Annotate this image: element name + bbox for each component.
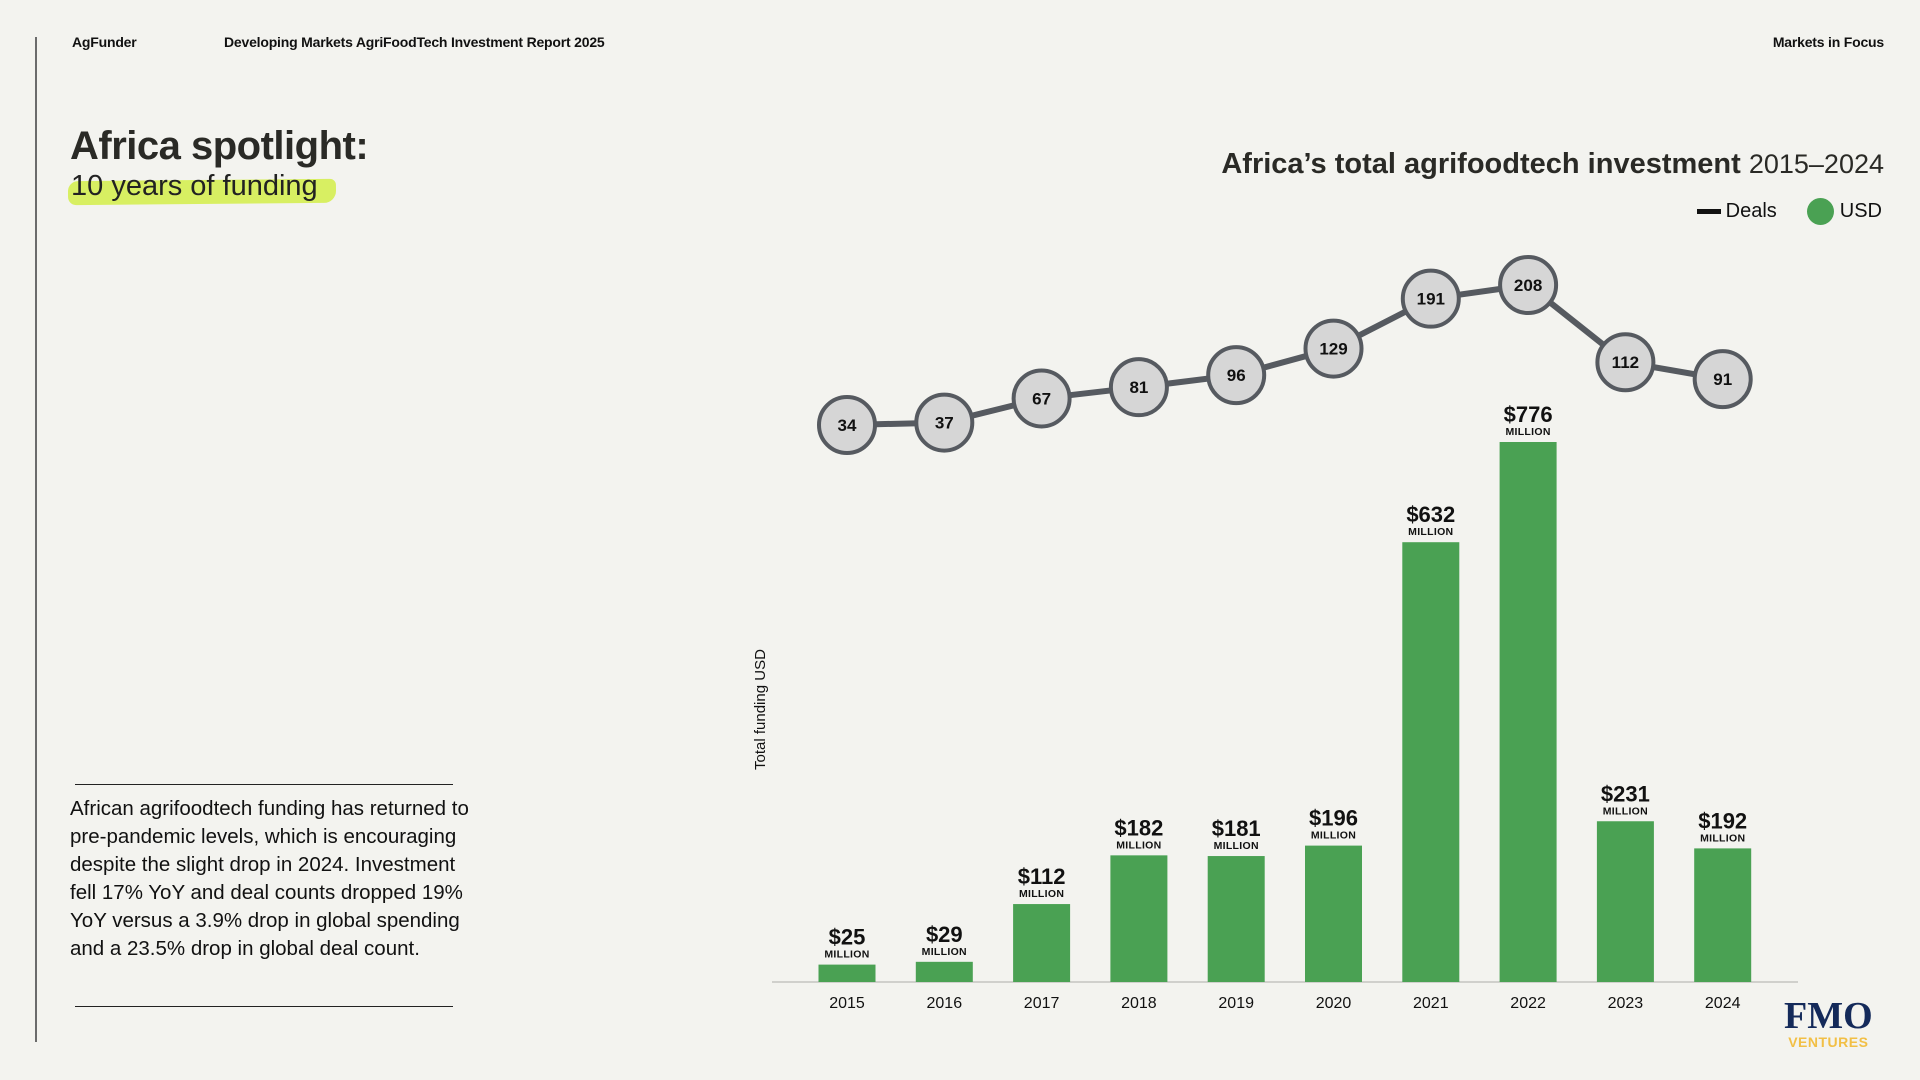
logo-fmo: FMO	[1784, 995, 1873, 1037]
deal-value-label-2019: 96	[1227, 366, 1246, 385]
x-tick-label-2021: 2021	[1413, 995, 1449, 1012]
x-tick-label-2017: 2017	[1024, 995, 1060, 1012]
x-tick-label-2020: 2020	[1316, 995, 1352, 1012]
deal-marker-2020	[1303, 318, 1364, 379]
page-subtitle: 10 years of funding	[71, 170, 318, 202]
bar-2020	[1305, 845, 1362, 982]
bar-2021	[1402, 542, 1460, 982]
bar-value-label-2019: $181	[1212, 816, 1261, 841]
bar-unit-label-2015: MILLION	[824, 949, 869, 961]
bar-value-label-2022: $776	[1504, 402, 1553, 427]
bar-2017	[1013, 904, 1071, 982]
chart-title-main: Africa’s total agrifoodtech investment	[1221, 148, 1741, 180]
deal-value-label-2024: 91	[1713, 370, 1732, 389]
x-tick-label-2023: 2023	[1608, 995, 1644, 1012]
bar-value-label-2017: $112	[1018, 864, 1066, 889]
bar-unit-label-2017: MILLION	[1019, 888, 1064, 900]
chart-legend: Deals USD	[1667, 198, 1882, 225]
x-tick-label-2019: 2019	[1218, 995, 1254, 1012]
deal-value-label-2017: 67	[1032, 389, 1051, 408]
chart-title-years: 2015–2024	[1748, 149, 1884, 179]
section-label: Markets in Focus	[1772, 34, 1884, 50]
x-tick-label-2022: 2022	[1510, 995, 1546, 1012]
x-tick-label-2018: 2018	[1121, 995, 1157, 1012]
bar-value-label-2016: $29	[926, 922, 963, 947]
legend-dot-swatch	[1806, 198, 1834, 225]
body-top-rule	[75, 784, 453, 785]
deal-value-label-2021: 191	[1417, 290, 1445, 309]
bar-2016	[915, 961, 973, 982]
bar-unit-label-2022: MILLION	[1505, 426, 1550, 438]
page-title: Africa spotlight:	[70, 124, 369, 168]
bar-unit-label-2021: MILLION	[1408, 526, 1453, 538]
logo-ventures: VENTURES	[1788, 1034, 1869, 1050]
bar-unit-label-2020: MILLION	[1311, 830, 1356, 842]
deal-value-label-2023: 112	[1612, 353, 1639, 372]
subtitle-block: 10 years of funding	[67, 170, 337, 206]
deal-value-label-2015: 34	[838, 416, 857, 435]
bar-2024	[1694, 848, 1752, 982]
deal-marker-2021	[1400, 268, 1461, 329]
legend-item-usd: USD	[1806, 198, 1882, 225]
deal-marker-2023	[1595, 332, 1656, 393]
legend-item-deals: Deals	[1696, 200, 1777, 223]
deal-value-label-2016: 37	[935, 414, 954, 433]
body-text: African agrifoodtech funding has returne…	[70, 797, 469, 960]
legend-line-swatch	[1696, 209, 1721, 214]
deal-marker-2016	[914, 392, 975, 453]
bar-2018	[1110, 855, 1168, 982]
fmo-ventures-logo: FMO VENTURES	[1784, 995, 1873, 1050]
bar-unit-label-2016: MILLION	[922, 946, 967, 958]
bar-unit-label-2023: MILLION	[1603, 805, 1648, 817]
deal-marker-2022	[1498, 255, 1559, 315]
bar-value-label-2021: $632	[1406, 502, 1455, 527]
x-tick-label-2015: 2015	[829, 995, 865, 1012]
x-tick-label-2024: 2024	[1705, 995, 1741, 1012]
deal-value-label-2018: 81	[1129, 378, 1148, 397]
deal-value-label-2020: 129	[1319, 340, 1347, 359]
legend-label-usd: USD	[1839, 200, 1882, 222]
bar-2019	[1207, 856, 1265, 982]
deal-marker-2024	[1692, 349, 1753, 410]
deal-marker-2018	[1108, 357, 1169, 418]
left-vertical-rule	[35, 37, 37, 1042]
bar-value-label-2024: $192	[1698, 808, 1747, 833]
body-bottom-rule	[75, 1006, 453, 1007]
deal-value-label-2022: 208	[1514, 276, 1542, 295]
bar-unit-label-2019: MILLION	[1214, 840, 1259, 852]
deal-marker-2017	[1011, 368, 1072, 429]
bar-value-label-2023: $231	[1601, 781, 1650, 806]
report-title: Developing Markets AgriFoodTech Investme…	[224, 34, 605, 50]
deal-marker-2019	[1206, 345, 1267, 406]
chart-title: Africa’s total agrifoodtech investment 2…	[1221, 148, 1884, 181]
bar-value-label-2020: $196	[1309, 806, 1358, 831]
bar-2023	[1596, 821, 1654, 982]
legend-label-deals: Deals	[1725, 200, 1777, 222]
deal-marker-2015	[817, 395, 877, 455]
deals-line	[846, 282, 1724, 428]
x-tick-label-2016: 2016	[927, 995, 963, 1012]
bar-value-label-2015: $25	[829, 925, 866, 950]
bar-unit-label-2024: MILLION	[1700, 832, 1745, 844]
bar-2015	[818, 964, 876, 982]
bar-2022	[1499, 442, 1557, 982]
bar-unit-label-2018: MILLION	[1116, 839, 1161, 851]
brand-name: AgFunder	[72, 34, 137, 50]
bar-value-label-2018: $182	[1114, 815, 1163, 840]
